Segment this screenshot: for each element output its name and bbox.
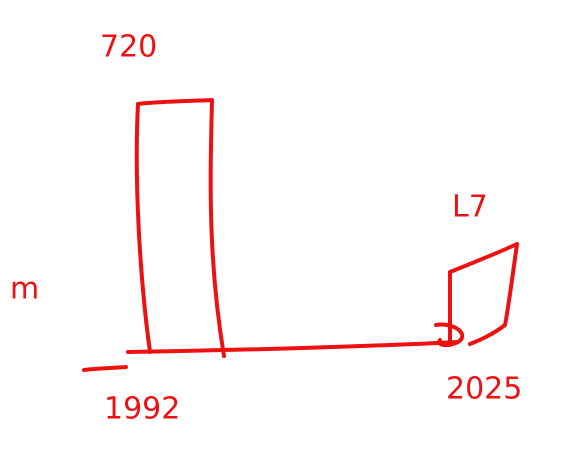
top-label: 720 (100, 30, 157, 65)
baseline-tail (82, 365, 128, 372)
small-bar-scribble (434, 322, 465, 348)
baseline (126, 340, 460, 354)
y-label: m (10, 272, 39, 307)
tall-bar-right-top (136, 98, 226, 358)
left-category: 1992 (104, 392, 180, 427)
right-label: L7 (452, 190, 488, 225)
tall-bar-left (134, 102, 152, 354)
right-category: 2025 (446, 372, 522, 407)
small-bar (448, 242, 519, 346)
